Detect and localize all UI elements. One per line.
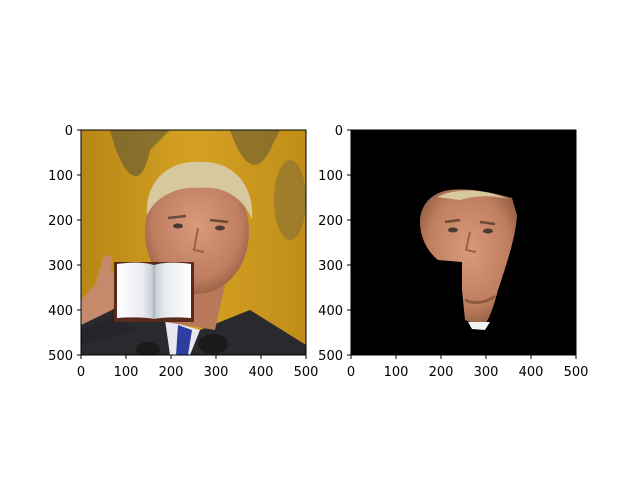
right-panel: 0 100 200 300 400 500 0 100 200 300 400 … [318, 124, 588, 380]
right-x-tick: 100 [384, 365, 409, 380]
left-panel: 0 100 200 300 400 500 0 100 200 300 400 … [48, 124, 318, 380]
right-x-tick: 0 [347, 365, 355, 380]
left-x-tick: 0 [77, 365, 85, 380]
right-axes-frame [350, 129, 577, 356]
left-y-tick: 100 [48, 169, 73, 184]
left-y-tick: 400 [48, 304, 73, 319]
left-y-tick: 0 [65, 124, 73, 139]
left-x-tick: 500 [294, 365, 319, 380]
left-x-tick: 200 [159, 365, 184, 380]
left-y-tick: 500 [48, 349, 73, 364]
left-x-tick: 100 [114, 365, 139, 380]
right-y-tick: 500 [318, 349, 343, 364]
right-x-tick: 300 [474, 365, 499, 380]
right-x-tick: 200 [429, 365, 454, 380]
right-y-tick: 400 [318, 304, 343, 319]
mask-image [351, 130, 576, 355]
right-x-tick: 400 [519, 365, 544, 380]
left-x-tick: 300 [204, 365, 229, 380]
photo-image [81, 130, 306, 355]
right-y-tick: 200 [318, 214, 343, 229]
right-y-tick: 0 [335, 124, 343, 139]
left-y-tick: 300 [48, 259, 73, 274]
left-x-tick: 400 [249, 365, 274, 380]
book-overlay [114, 262, 194, 322]
left-y-tick: 200 [48, 214, 73, 229]
right-x-tick: 500 [564, 365, 589, 380]
right-y-tick: 300 [318, 259, 343, 274]
right-y-tick: 100 [318, 169, 343, 184]
left-axes-frame [80, 129, 307, 356]
